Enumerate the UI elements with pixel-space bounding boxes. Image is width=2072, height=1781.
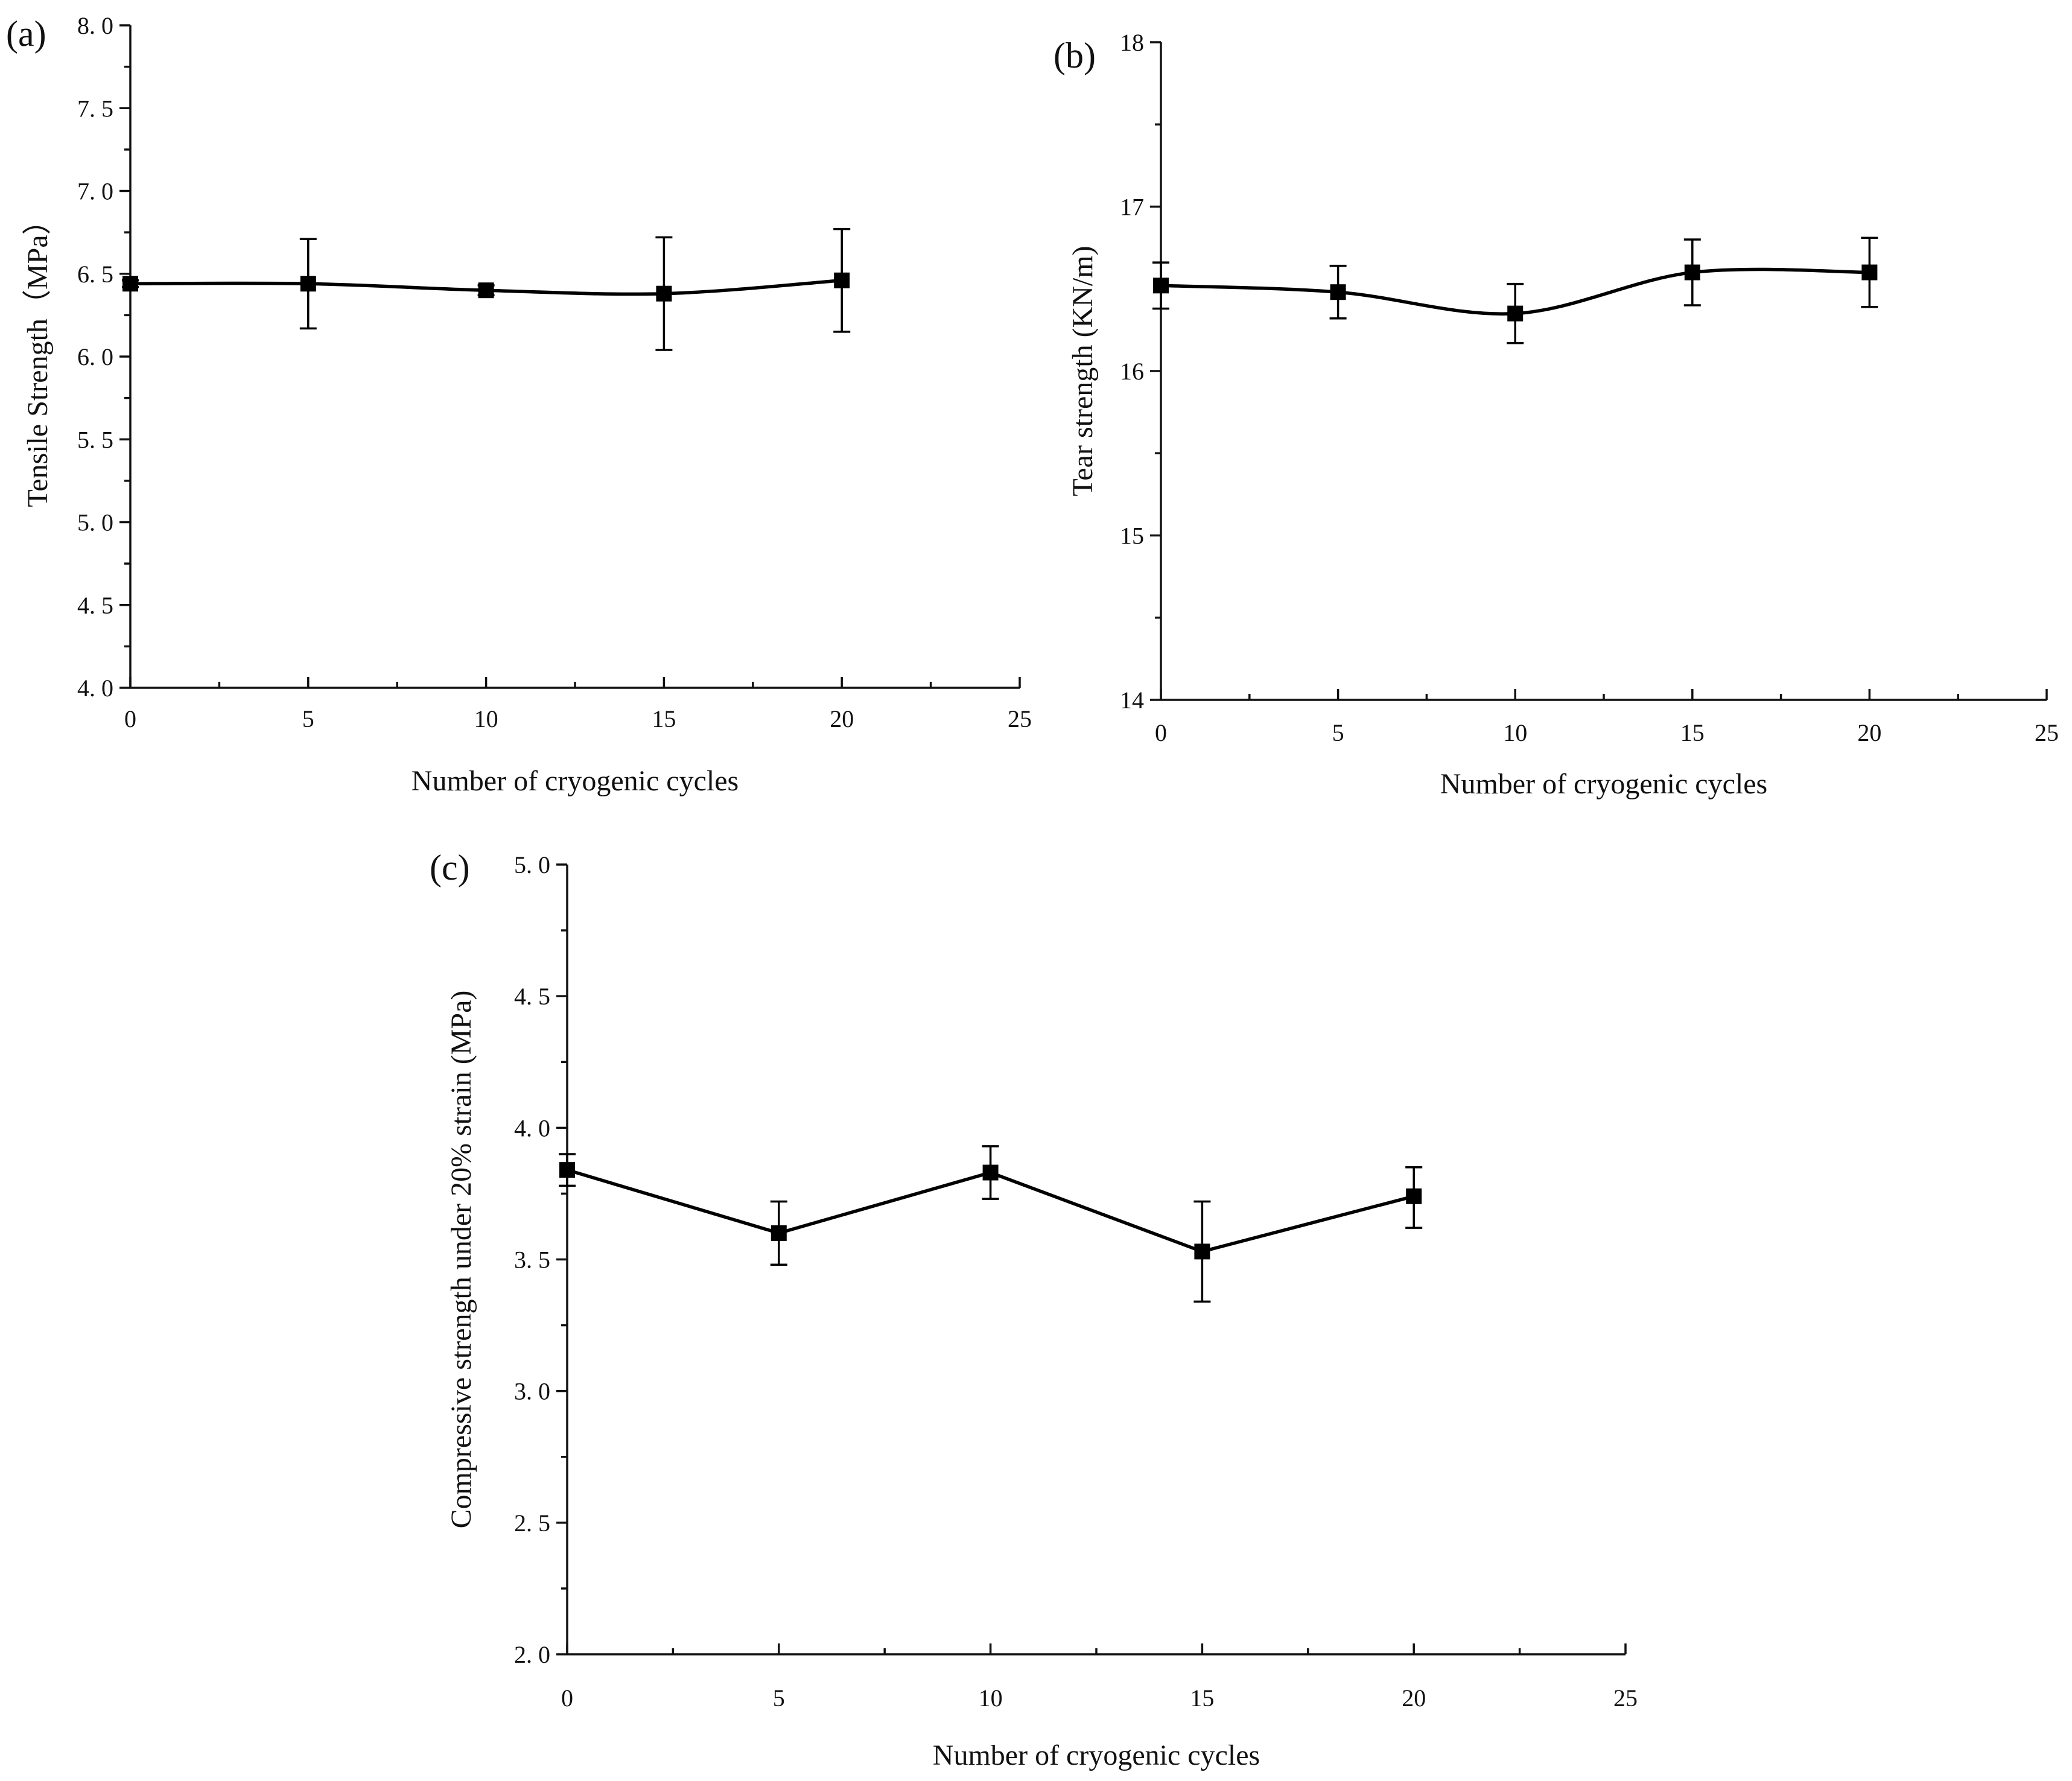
y-tick-label: 5. 0 xyxy=(77,509,113,536)
x-tick-label: 10 xyxy=(1503,719,1527,746)
data-point xyxy=(478,282,494,299)
x-axis-label: Number of cryogenic cycles xyxy=(1440,768,1767,800)
panel-label: (a) xyxy=(6,14,46,54)
data-point xyxy=(1194,1243,1210,1260)
data-point xyxy=(771,1225,787,1241)
y-tick-label: 4. 0 xyxy=(514,1114,550,1141)
x-tick-label: 20 xyxy=(830,705,854,732)
x-tick-label: 10 xyxy=(474,705,498,732)
x-axis-label: Number of cryogenic cycles xyxy=(933,1739,1260,1771)
panel-label: (c) xyxy=(430,848,470,887)
data-point xyxy=(1507,305,1524,322)
x-tick-label: 5 xyxy=(302,705,314,732)
y-tick-label: 2. 5 xyxy=(514,1510,550,1537)
y-tick-label: 3. 0 xyxy=(514,1378,550,1405)
x-tick-label: 20 xyxy=(1857,719,1881,746)
x-tick-label: 0 xyxy=(1155,719,1167,746)
y-tick-label: 5. 0 xyxy=(514,851,550,878)
chart-panel-3: 0 5 10 15 20 25 2. 0 2. 5 3. 0 3. 5 4. 0 4. 5 5. 0 Nu… xyxy=(430,848,1638,1771)
x-tick-label: 15 xyxy=(652,705,676,732)
x-tick-label: 15 xyxy=(1190,1684,1214,1712)
y-tick-label: 3. 5 xyxy=(514,1246,550,1274)
y-tick-label: 15 xyxy=(1120,522,1144,550)
y-tick-label: 4. 5 xyxy=(77,592,113,619)
y-axis-label: Tear strength (KN/m) xyxy=(1067,246,1099,496)
y-tick-label: 17 xyxy=(1120,194,1144,221)
y-tick-label: 8. 0 xyxy=(77,12,113,39)
y-tick-label: 18 xyxy=(1120,29,1144,56)
data-point xyxy=(982,1164,999,1181)
x-tick-label: 25 xyxy=(1008,705,1032,732)
data-point xyxy=(300,276,316,292)
data-point xyxy=(1153,278,1169,294)
data-point xyxy=(1330,284,1346,300)
chart-panel-2: 0 5 10 15 20 25 14 15 16 17 18 Number of cryogenic … xyxy=(1053,29,2059,800)
y-tick-label: 5. 5 xyxy=(77,426,113,453)
data-point xyxy=(1861,264,1878,281)
x-tick-label: 15 xyxy=(1680,719,1705,746)
data-point xyxy=(559,1162,575,1178)
y-tick-label: 7. 5 xyxy=(77,95,113,122)
x-tick-label: 5 xyxy=(1332,719,1344,746)
data-point xyxy=(1406,1188,1422,1204)
x-tick-label: 10 xyxy=(979,1684,1003,1712)
x-tick-label: 25 xyxy=(1613,1684,1638,1712)
y-tick-label: 4. 5 xyxy=(514,983,550,1010)
x-tick-label: 0 xyxy=(561,1684,573,1712)
y-tick-label: 4. 0 xyxy=(77,675,113,702)
data-point xyxy=(122,276,138,292)
x-tick-label: 20 xyxy=(1402,1684,1426,1712)
data-point xyxy=(834,272,850,288)
y-tick-label: 2. 0 xyxy=(514,1641,550,1668)
x-tick-label: 5 xyxy=(773,1684,785,1712)
panel-label: (b) xyxy=(1053,36,1096,75)
y-axis-label: Tensile Strength（MPa） xyxy=(22,206,54,507)
y-axis-label: Compressive strength under 20% strain (M… xyxy=(445,991,477,1529)
y-tick-label: 16 xyxy=(1120,358,1144,385)
x-tick-label: 0 xyxy=(124,705,136,732)
x-tick-label: 25 xyxy=(2035,719,2059,746)
y-tick-label: 7. 0 xyxy=(77,178,113,205)
y-tick-label: 14 xyxy=(1120,687,1144,714)
chart-panel-1: 0 5 10 15 20 25 4. 0 4. 5 5. 0 5. 5 6. 0 6. 5 7. 0 7.… xyxy=(6,12,1032,797)
y-tick-label: 6. 5 xyxy=(77,261,113,288)
y-tick-label: 6. 0 xyxy=(77,343,113,370)
data-point xyxy=(1684,264,1700,281)
data-point xyxy=(656,285,672,302)
x-axis-label: Number of cryogenic cycles xyxy=(412,765,739,797)
